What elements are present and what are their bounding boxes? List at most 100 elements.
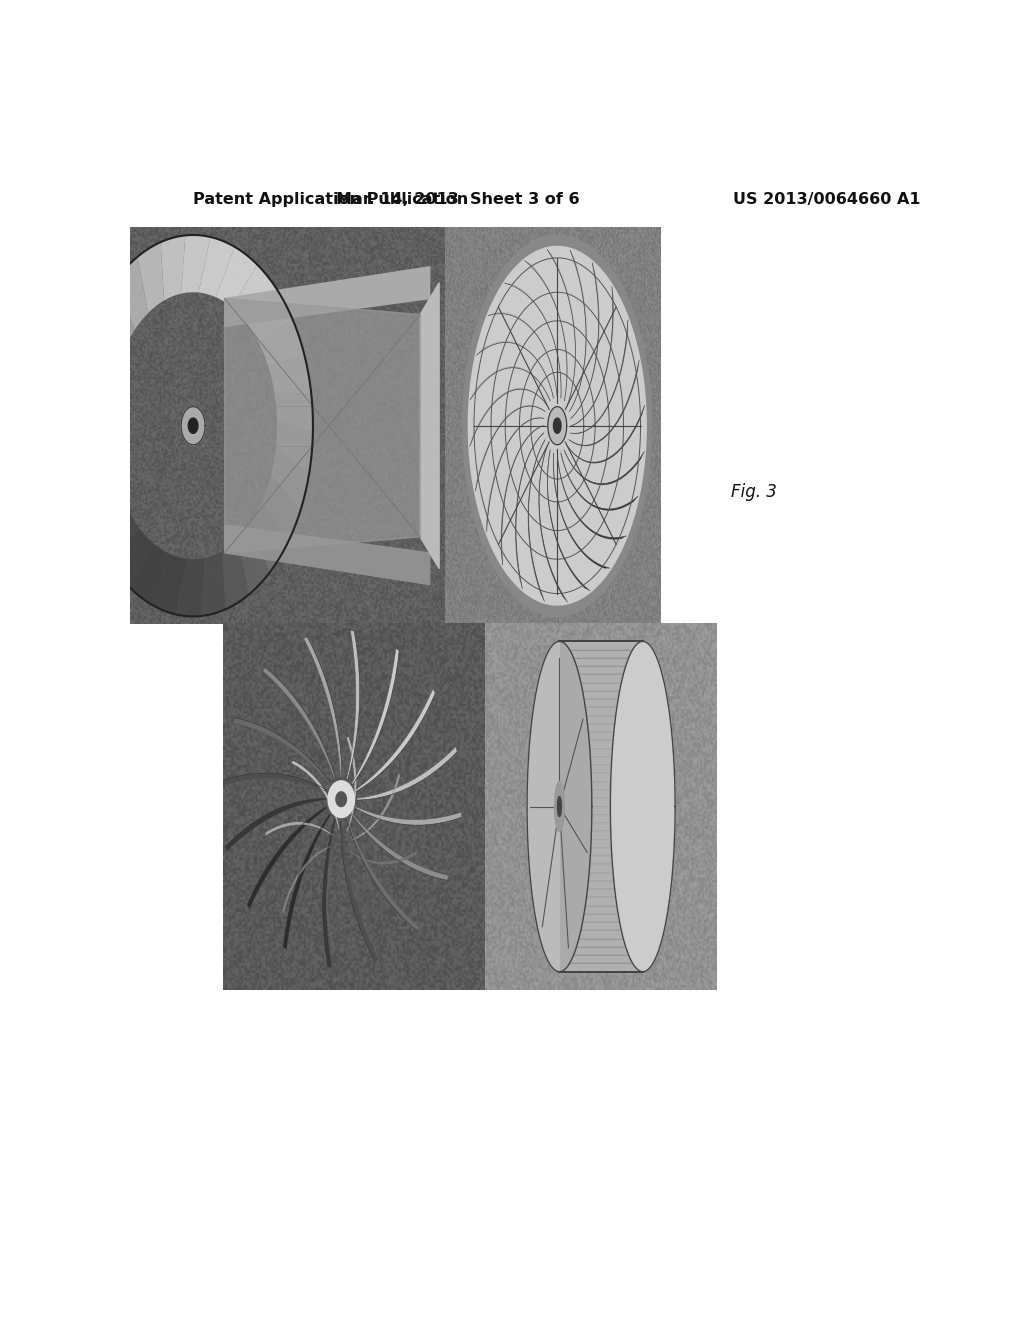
Polygon shape [137, 242, 164, 313]
Polygon shape [232, 264, 276, 323]
Polygon shape [470, 388, 550, 446]
Polygon shape [181, 407, 205, 445]
Polygon shape [567, 360, 639, 446]
Polygon shape [555, 781, 564, 832]
Polygon shape [470, 367, 552, 405]
Polygon shape [275, 420, 313, 473]
Polygon shape [222, 539, 249, 610]
Polygon shape [221, 774, 327, 792]
Polygon shape [515, 430, 546, 589]
Polygon shape [161, 235, 185, 301]
Polygon shape [343, 858, 391, 925]
Text: 8: 8 [296, 669, 306, 688]
Text: 7: 7 [336, 326, 346, 345]
Polygon shape [527, 642, 592, 972]
Polygon shape [568, 286, 613, 426]
Polygon shape [341, 821, 379, 961]
Polygon shape [539, 441, 567, 602]
Text: 3: 3 [261, 614, 272, 632]
Polygon shape [562, 446, 644, 484]
Polygon shape [77, 342, 115, 403]
Polygon shape [547, 249, 575, 411]
Polygon shape [284, 814, 331, 949]
Polygon shape [463, 235, 652, 616]
Polygon shape [93, 508, 139, 562]
Polygon shape [357, 747, 457, 800]
Polygon shape [560, 447, 638, 511]
Polygon shape [527, 642, 559, 972]
Polygon shape [355, 807, 462, 825]
Text: 9: 9 [354, 671, 365, 689]
Polygon shape [268, 355, 311, 393]
Polygon shape [99, 279, 134, 351]
Polygon shape [199, 238, 234, 297]
Polygon shape [176, 558, 205, 616]
Polygon shape [553, 447, 609, 569]
Polygon shape [110, 528, 155, 587]
Polygon shape [352, 648, 399, 784]
Text: Fig. 3: Fig. 3 [731, 483, 777, 500]
Polygon shape [271, 449, 309, 510]
Polygon shape [557, 449, 627, 540]
Polygon shape [347, 631, 359, 779]
Polygon shape [610, 642, 675, 972]
Text: Patent Application Publication: Patent Application Publication [194, 193, 468, 207]
Polygon shape [82, 484, 127, 532]
Polygon shape [420, 282, 439, 569]
Polygon shape [501, 425, 546, 565]
Polygon shape [328, 781, 354, 817]
Text: 5: 5 [261, 589, 272, 606]
Polygon shape [224, 298, 420, 553]
Polygon shape [86, 308, 123, 376]
Polygon shape [547, 445, 590, 590]
Polygon shape [525, 261, 567, 407]
Polygon shape [355, 689, 435, 792]
Polygon shape [568, 319, 628, 434]
Polygon shape [559, 642, 643, 972]
Polygon shape [263, 475, 301, 544]
Text: 2: 2 [412, 671, 422, 689]
Polygon shape [74, 418, 112, 458]
Polygon shape [238, 521, 269, 594]
Polygon shape [74, 379, 111, 432]
Polygon shape [468, 247, 646, 605]
Polygon shape [283, 846, 331, 913]
Polygon shape [265, 822, 333, 836]
Text: 7: 7 [502, 671, 512, 689]
Polygon shape [233, 718, 331, 784]
Text: 6: 6 [296, 321, 306, 338]
Polygon shape [565, 405, 645, 463]
Polygon shape [336, 792, 346, 807]
Polygon shape [352, 814, 449, 880]
Polygon shape [247, 807, 327, 909]
Polygon shape [347, 820, 420, 931]
Polygon shape [292, 760, 339, 829]
Polygon shape [475, 405, 548, 491]
Polygon shape [274, 393, 313, 433]
Polygon shape [548, 407, 566, 445]
Polygon shape [224, 267, 430, 326]
Polygon shape [568, 263, 599, 421]
Polygon shape [224, 525, 430, 585]
Polygon shape [527, 436, 547, 601]
Text: Mar. 14, 2013  Sheet 3 of 6: Mar. 14, 2013 Sheet 3 of 6 [336, 193, 580, 207]
Polygon shape [554, 418, 561, 433]
Polygon shape [181, 235, 210, 293]
Polygon shape [152, 554, 187, 614]
Polygon shape [351, 774, 400, 841]
Polygon shape [346, 737, 356, 832]
Polygon shape [350, 850, 417, 865]
Polygon shape [567, 251, 587, 416]
Polygon shape [247, 289, 293, 343]
Polygon shape [117, 257, 148, 330]
Polygon shape [225, 799, 326, 851]
Text: 1: 1 [381, 314, 392, 333]
Polygon shape [263, 668, 336, 779]
Polygon shape [505, 282, 561, 404]
Polygon shape [323, 820, 336, 968]
Text: US 2013/0064660 A1: US 2013/0064660 A1 [732, 193, 921, 207]
Polygon shape [557, 796, 561, 817]
Polygon shape [75, 458, 118, 496]
Polygon shape [488, 312, 558, 403]
Polygon shape [201, 550, 225, 616]
